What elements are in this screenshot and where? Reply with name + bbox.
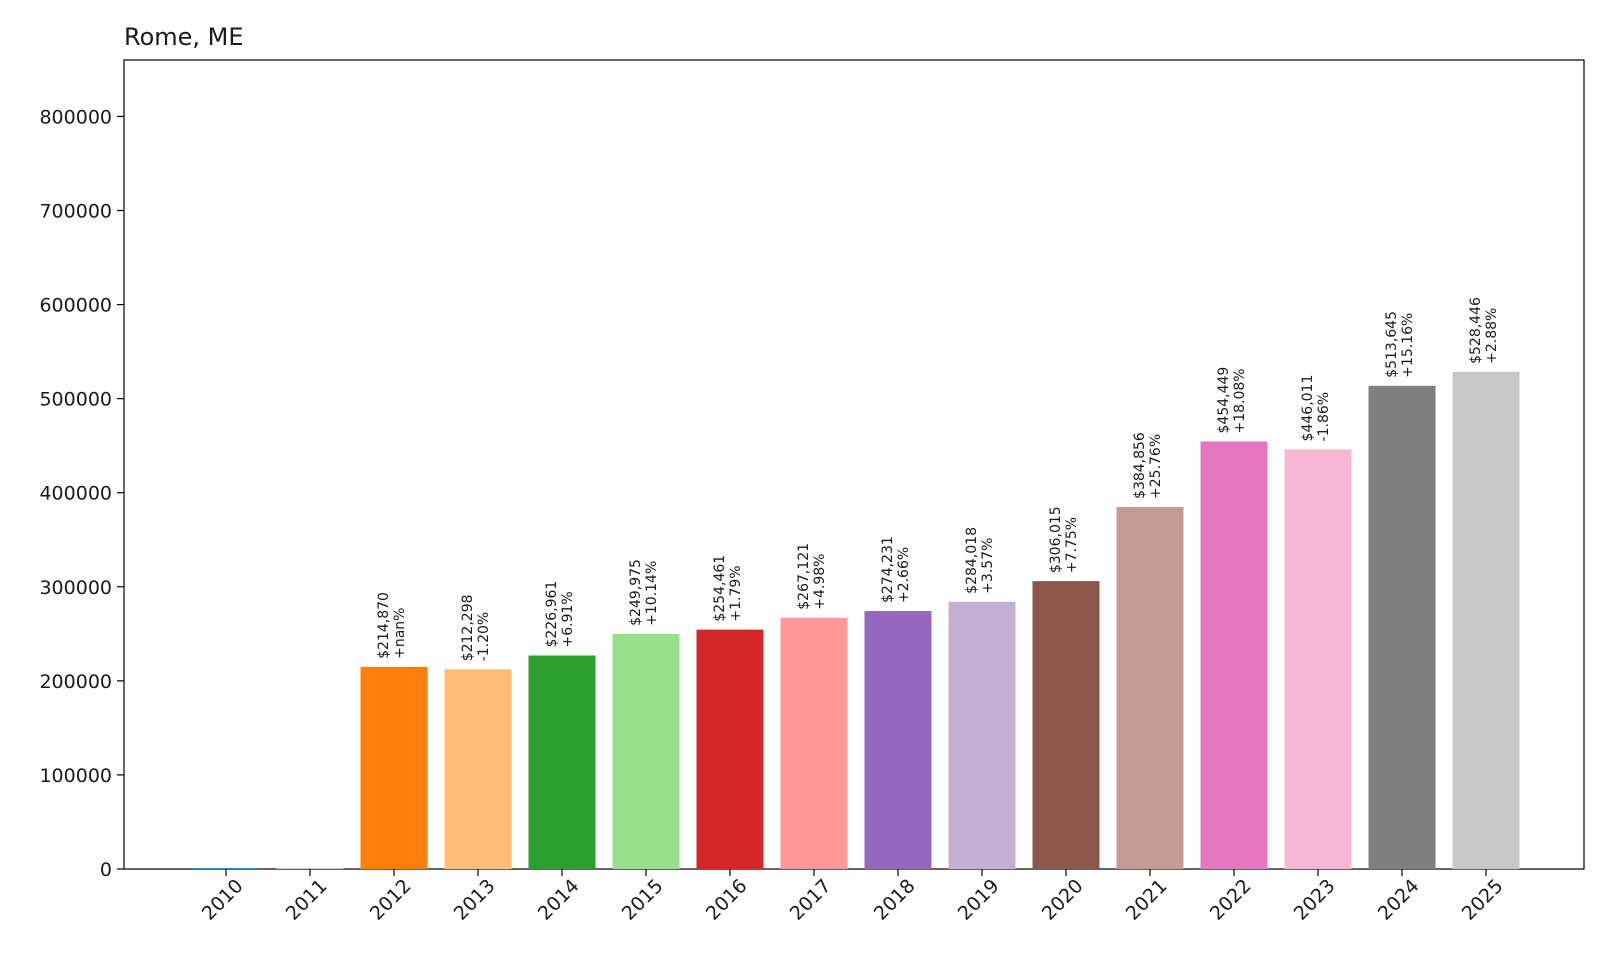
bar-change-label: +2.88% <box>1484 308 1500 364</box>
bar-value-label: $446,011 <box>1300 375 1316 442</box>
bars-group: $214,870 +nan% $212,298 -1.20% $226,961 +6.91… <box>192 297 1520 869</box>
bar-value-label: $528,446 <box>1468 297 1484 364</box>
bar-2024 <box>1368 385 1436 869</box>
x-tick-label: 2014 <box>534 875 584 925</box>
bar-value-label: $212,298 <box>460 594 476 661</box>
y-tick-label: 200000 <box>39 671 112 693</box>
bar-2015 <box>612 633 680 869</box>
x-tick-label: 2025 <box>1458 875 1508 925</box>
bar-change-label: -1.20% <box>476 612 492 662</box>
bar-2016 <box>696 629 764 869</box>
x-tick-label: 2020 <box>1038 875 1088 925</box>
bar-value-label: $384,856 <box>1132 432 1148 499</box>
bar-change-label: +2.66% <box>896 547 912 603</box>
bar-value-label: $284,018 <box>964 527 980 594</box>
bar-value-label: $226,961 <box>544 581 560 648</box>
bar-2025 <box>1452 371 1520 869</box>
bar-value-label: $249,975 <box>628 559 644 626</box>
bar-change-label: +nan% <box>392 608 408 659</box>
x-tick-label: 2017 <box>786 875 836 925</box>
y-tick-label: 400000 <box>39 483 112 505</box>
bar-2022 <box>1200 441 1268 869</box>
x-tick-label: 2011 <box>282 875 332 925</box>
x-tick-label: 2023 <box>1290 875 1340 925</box>
x-tick-label: 2021 <box>1122 875 1172 925</box>
bar-2011 <box>276 868 344 869</box>
bar-value-label: $267,121 <box>796 543 812 610</box>
bar-2019 <box>948 601 1016 869</box>
x-tick-label: 2013 <box>450 875 500 925</box>
bar-change-label: +15.16% <box>1400 313 1416 378</box>
bar-change-label: -1.86% <box>1316 392 1332 442</box>
bar-2014 <box>528 655 596 869</box>
y-tick-label: 500000 <box>39 389 112 411</box>
bar-value-label: $513,645 <box>1384 311 1400 378</box>
bar-value-label: $254,461 <box>712 555 728 622</box>
bar-change-label: +4.98% <box>812 554 828 610</box>
bar-change-label: +7.75% <box>1064 517 1080 573</box>
x-tick-label: 2018 <box>870 875 920 925</box>
y-tick-label: 0 <box>100 859 112 881</box>
bar-change-label: +18.08% <box>1232 368 1248 433</box>
plot-frame <box>123 59 1585 870</box>
bar-value-label: $274,231 <box>880 536 896 603</box>
x-tick-label: 2024 <box>1374 875 1424 925</box>
x-axis: 2010 2011 2012 2013 2014 2015 2016 2017 2018 2019… <box>198 869 1508 925</box>
chart-title: Rome, ME <box>124 23 244 51</box>
bar-change-label: +10.14% <box>644 561 660 626</box>
x-tick-label: 2015 <box>618 875 668 925</box>
bar-value-label: $306,015 <box>1048 506 1064 573</box>
x-tick-label: 2019 <box>954 875 1004 925</box>
x-tick-label: 2022 <box>1206 875 1256 925</box>
bar-change-label: +3.57% <box>980 538 996 594</box>
bar-2021 <box>1116 506 1184 869</box>
y-axis: 0 100000 200000 300000 400000 500000 600000 700… <box>39 106 124 881</box>
bar-2013 <box>444 669 512 869</box>
bar-2012 <box>360 666 428 869</box>
bar-change-label: +25.76% <box>1148 434 1164 499</box>
bar-2017 <box>780 617 848 869</box>
x-tick-label: 2016 <box>702 875 752 925</box>
y-tick-label: 700000 <box>39 201 112 223</box>
y-tick-label: 300000 <box>39 577 112 599</box>
x-tick-label: 2010 <box>198 875 248 925</box>
y-tick-label: 800000 <box>39 106 112 128</box>
y-tick-label: 100000 <box>39 765 112 787</box>
x-tick-label: 2012 <box>366 875 416 925</box>
bar-2023 <box>1284 449 1352 869</box>
bar-change-label: +6.91% <box>560 591 576 647</box>
bar-2020 <box>1032 581 1100 869</box>
bar-value-label: $214,870 <box>376 592 392 659</box>
bar-2018 <box>864 611 932 869</box>
bar-2010 <box>192 868 260 869</box>
bar-change-label: +1.79% <box>728 565 744 621</box>
bar-value-label: $454,449 <box>1216 367 1232 434</box>
y-tick-label: 600000 <box>39 295 112 317</box>
